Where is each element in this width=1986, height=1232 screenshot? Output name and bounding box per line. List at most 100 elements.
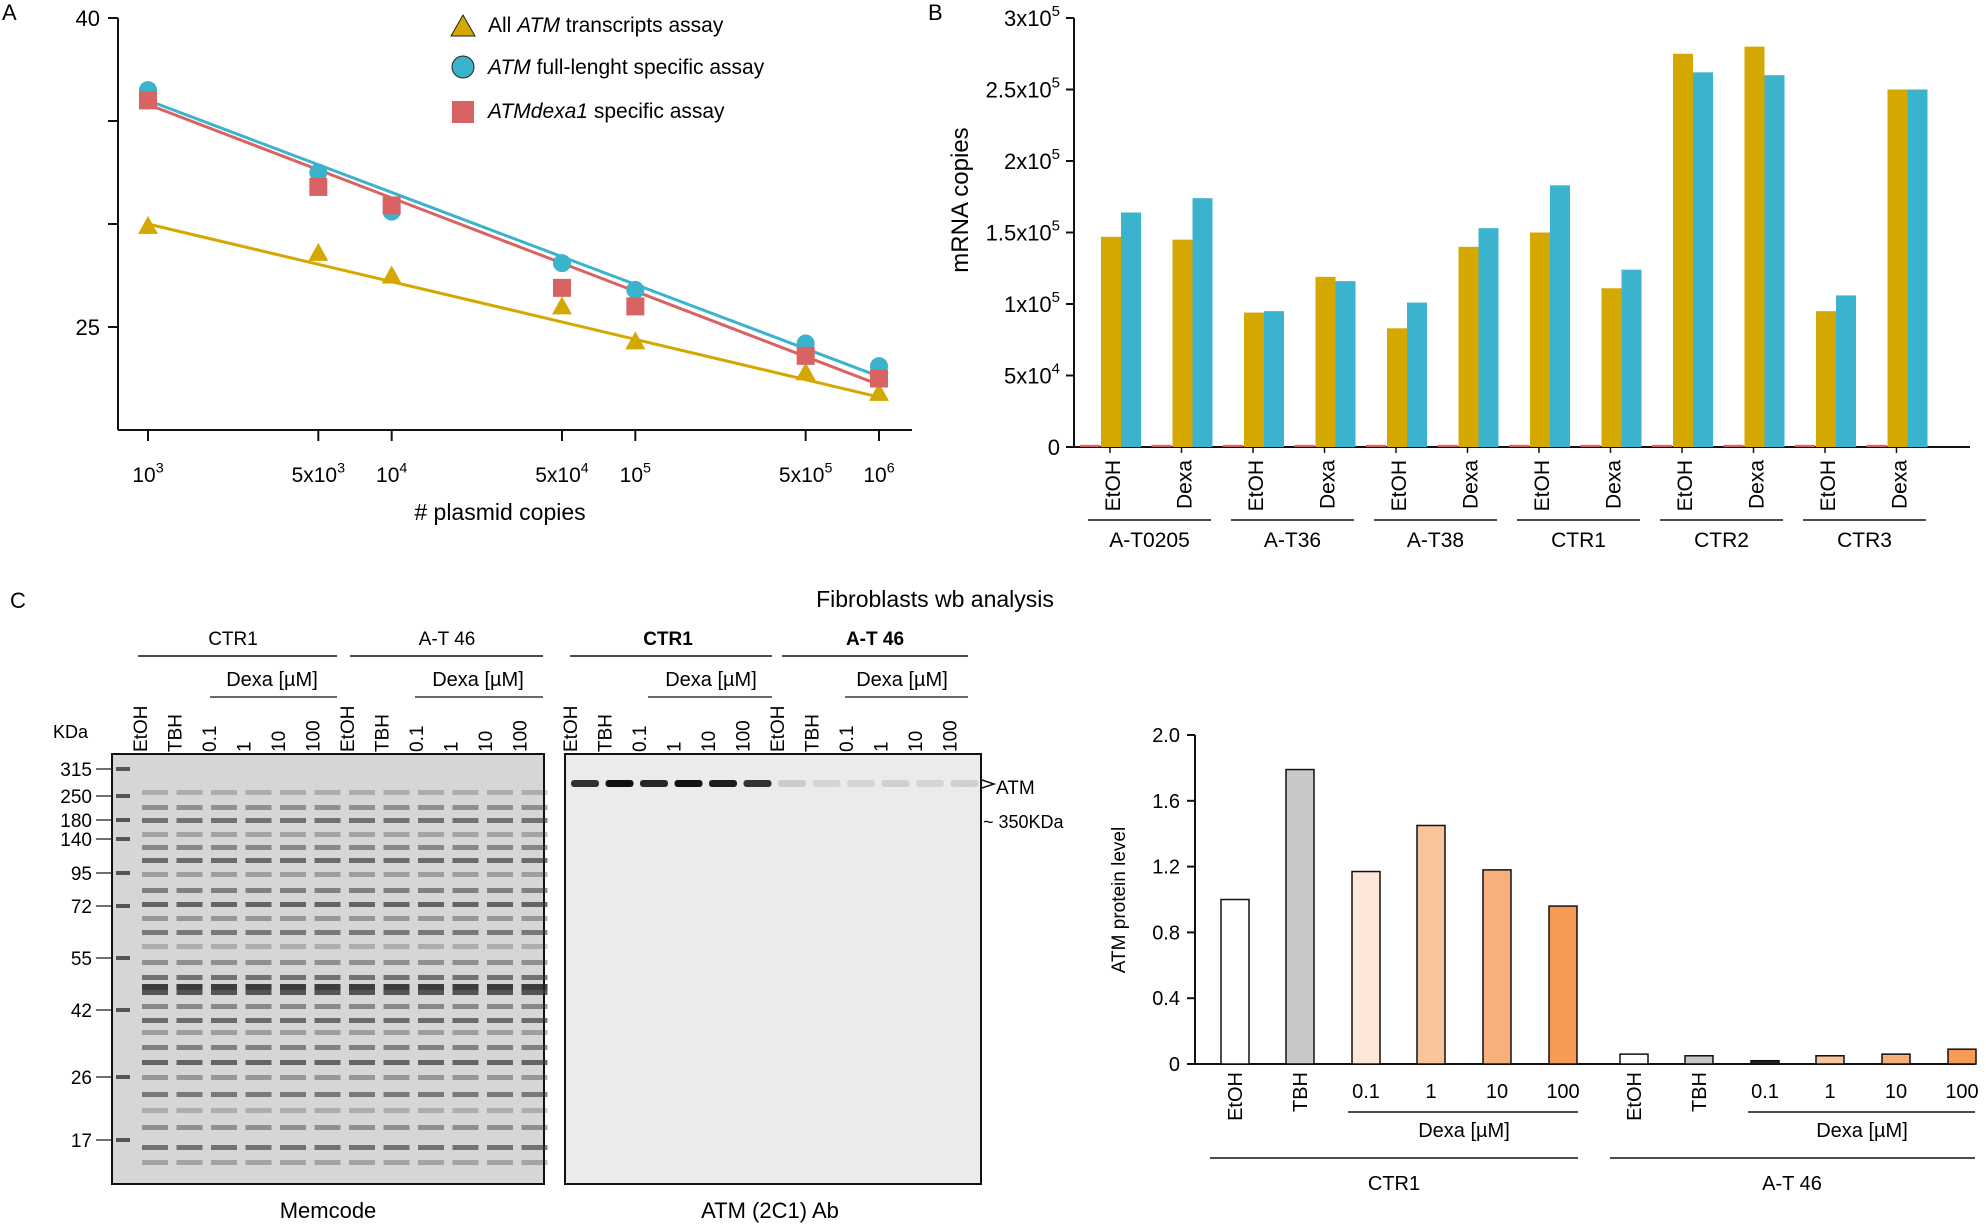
memcode-band <box>487 1004 513 1009</box>
panel-b-x-tick-label: EtOH <box>1817 460 1840 511</box>
memcode-band <box>211 872 237 877</box>
memcode-band-strong <box>418 984 444 990</box>
panel-b-x-tick-label: EtOH <box>1531 460 1554 511</box>
memcode-band <box>314 1004 341 1009</box>
memcode-gel <box>111 753 545 1185</box>
cbar-group-ctr1: CTR1 <box>1368 1173 1420 1195</box>
memcode-band <box>452 944 479 949</box>
memcode-band <box>452 990 479 995</box>
data-point-square <box>139 91 157 110</box>
panel-c-x-tick-label: TBH <box>1290 1072 1312 1112</box>
memcode-band <box>349 818 375 823</box>
memcode-band <box>383 805 410 810</box>
memcode-band <box>245 888 272 893</box>
memcode-band <box>314 1018 341 1023</box>
data-point-circle <box>626 280 645 299</box>
panel-b-x-tick-label: EtOH <box>1102 460 1125 511</box>
cbar-group-at46: A-T 46 <box>1762 1173 1822 1195</box>
wb-lane-label: 10 <box>906 731 927 752</box>
memcode-band <box>142 975 168 980</box>
memcode-band <box>418 845 444 850</box>
atm-band <box>950 780 979 787</box>
memcode-band <box>349 1125 375 1130</box>
memcode-band <box>176 1092 203 1097</box>
memcode-caption: Memcode <box>280 1198 377 1223</box>
memcode-band <box>314 1125 341 1130</box>
protein-bar <box>1815 1055 1845 1065</box>
memcode-band <box>418 832 444 837</box>
memcode-band <box>211 1004 237 1009</box>
memcode-band <box>521 832 548 837</box>
memcode-band <box>418 1075 444 1080</box>
memcode-band <box>211 975 237 980</box>
memcode-band <box>142 902 168 907</box>
memcode-band <box>314 818 341 823</box>
panel-b-bar-chart: 0 5x104 1x105 1.5x105 2x105 2.5x105 3x105 EtOH… <box>947 3 1970 552</box>
memcode-band <box>142 1160 168 1165</box>
memcode-band <box>245 845 272 850</box>
memcode-band <box>142 832 168 837</box>
memcode-band <box>314 888 341 893</box>
bar-atmdexa1 <box>1151 444 1172 447</box>
memcode-band-strong <box>245 984 272 990</box>
memcode-band <box>176 1030 203 1035</box>
bar-all-atm <box>1315 276 1336 447</box>
memcode-band <box>211 1060 237 1065</box>
protein-bar <box>1220 898 1250 1065</box>
wb-group-ctr1: CTR1 <box>643 629 693 650</box>
memcode-band <box>418 1125 444 1130</box>
memcode-band <box>280 902 306 907</box>
memcode-band <box>349 805 375 810</box>
memcode-band <box>176 902 203 907</box>
atm-band <box>881 780 910 787</box>
memcode-band <box>280 1108 306 1113</box>
memcode-band <box>349 1045 375 1050</box>
panel-a-x-tick-label: 105 <box>620 461 651 487</box>
memcode-band <box>280 975 306 980</box>
panel-b-x-tick-label: Dexa <box>1603 460 1626 509</box>
panel-a-y-tick-label: 40 <box>76 6 100 31</box>
bar-atmdexa1 <box>1509 444 1529 447</box>
memcode-band <box>383 1004 410 1009</box>
memcode-band <box>521 902 548 907</box>
memcode-band <box>383 858 410 863</box>
memcode-band <box>142 930 168 935</box>
memcode-band <box>176 805 203 810</box>
kda-label: KDa <box>53 722 89 742</box>
memcode-band <box>142 1075 168 1080</box>
memcode-band <box>349 1060 375 1065</box>
atm-band <box>916 780 944 787</box>
memcode-band <box>487 1075 513 1080</box>
memcode-group-ctr1: CTR1 <box>208 629 258 650</box>
memcode-band <box>245 805 272 810</box>
panel-a-x-tick-label: 104 <box>376 461 407 487</box>
panel-b-x-tick-label: Dexa <box>1174 460 1197 509</box>
bar-full-length <box>1836 295 1856 447</box>
memcode-band <box>521 1060 548 1065</box>
panel-c-y-label: ATM protein level <box>1109 827 1130 973</box>
panel-b-y-tick-label: 1.5x105 <box>986 218 1060 246</box>
memcode-band <box>314 916 341 921</box>
bar-full-length <box>1192 198 1213 447</box>
ladder-band <box>116 904 130 908</box>
memcode-band <box>487 790 513 795</box>
memcode-band <box>280 818 306 823</box>
memcode-band <box>211 1092 237 1097</box>
memcode-band <box>452 1018 479 1023</box>
bar-atmdexa1 <box>1437 444 1458 447</box>
memcode-band <box>142 790 168 795</box>
memcode-band <box>383 832 410 837</box>
memcode-band <box>176 790 203 795</box>
memcode-band <box>176 1145 203 1150</box>
kda-marker-label: 26 <box>71 1068 92 1089</box>
memcode-band <box>349 1075 375 1080</box>
memcode-band <box>452 888 479 893</box>
memcode-band <box>521 1030 548 1035</box>
memcode-band <box>176 1018 203 1023</box>
memcode-band <box>383 1045 410 1050</box>
memcode-band <box>314 858 341 863</box>
memcode-band <box>142 858 168 863</box>
memcode-band <box>211 805 237 810</box>
memcode-band <box>314 1030 341 1035</box>
memcode-band <box>245 1108 272 1113</box>
